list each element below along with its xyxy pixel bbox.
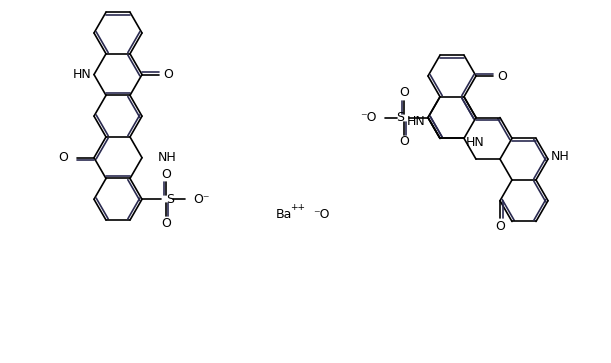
Text: NH: NH — [158, 151, 177, 164]
Text: O⁻: O⁻ — [193, 193, 210, 206]
Text: ⁻O: ⁻O — [313, 208, 329, 221]
Text: O: O — [163, 68, 173, 81]
Text: O: O — [497, 69, 507, 82]
Text: O: O — [58, 151, 68, 164]
Text: S: S — [396, 111, 404, 124]
Text: S: S — [166, 193, 174, 206]
Text: ⁻O: ⁻O — [360, 111, 377, 124]
Text: HN: HN — [408, 115, 426, 128]
Text: O: O — [399, 86, 409, 99]
Text: Ba: Ba — [276, 208, 293, 221]
Text: O: O — [399, 135, 409, 148]
Text: HN: HN — [466, 136, 485, 149]
Text: O: O — [495, 220, 505, 233]
Text: O: O — [161, 217, 171, 230]
Text: ++: ++ — [290, 203, 305, 212]
Text: NH: NH — [551, 150, 569, 163]
Text: HN: HN — [72, 68, 91, 81]
Text: O: O — [161, 168, 171, 181]
